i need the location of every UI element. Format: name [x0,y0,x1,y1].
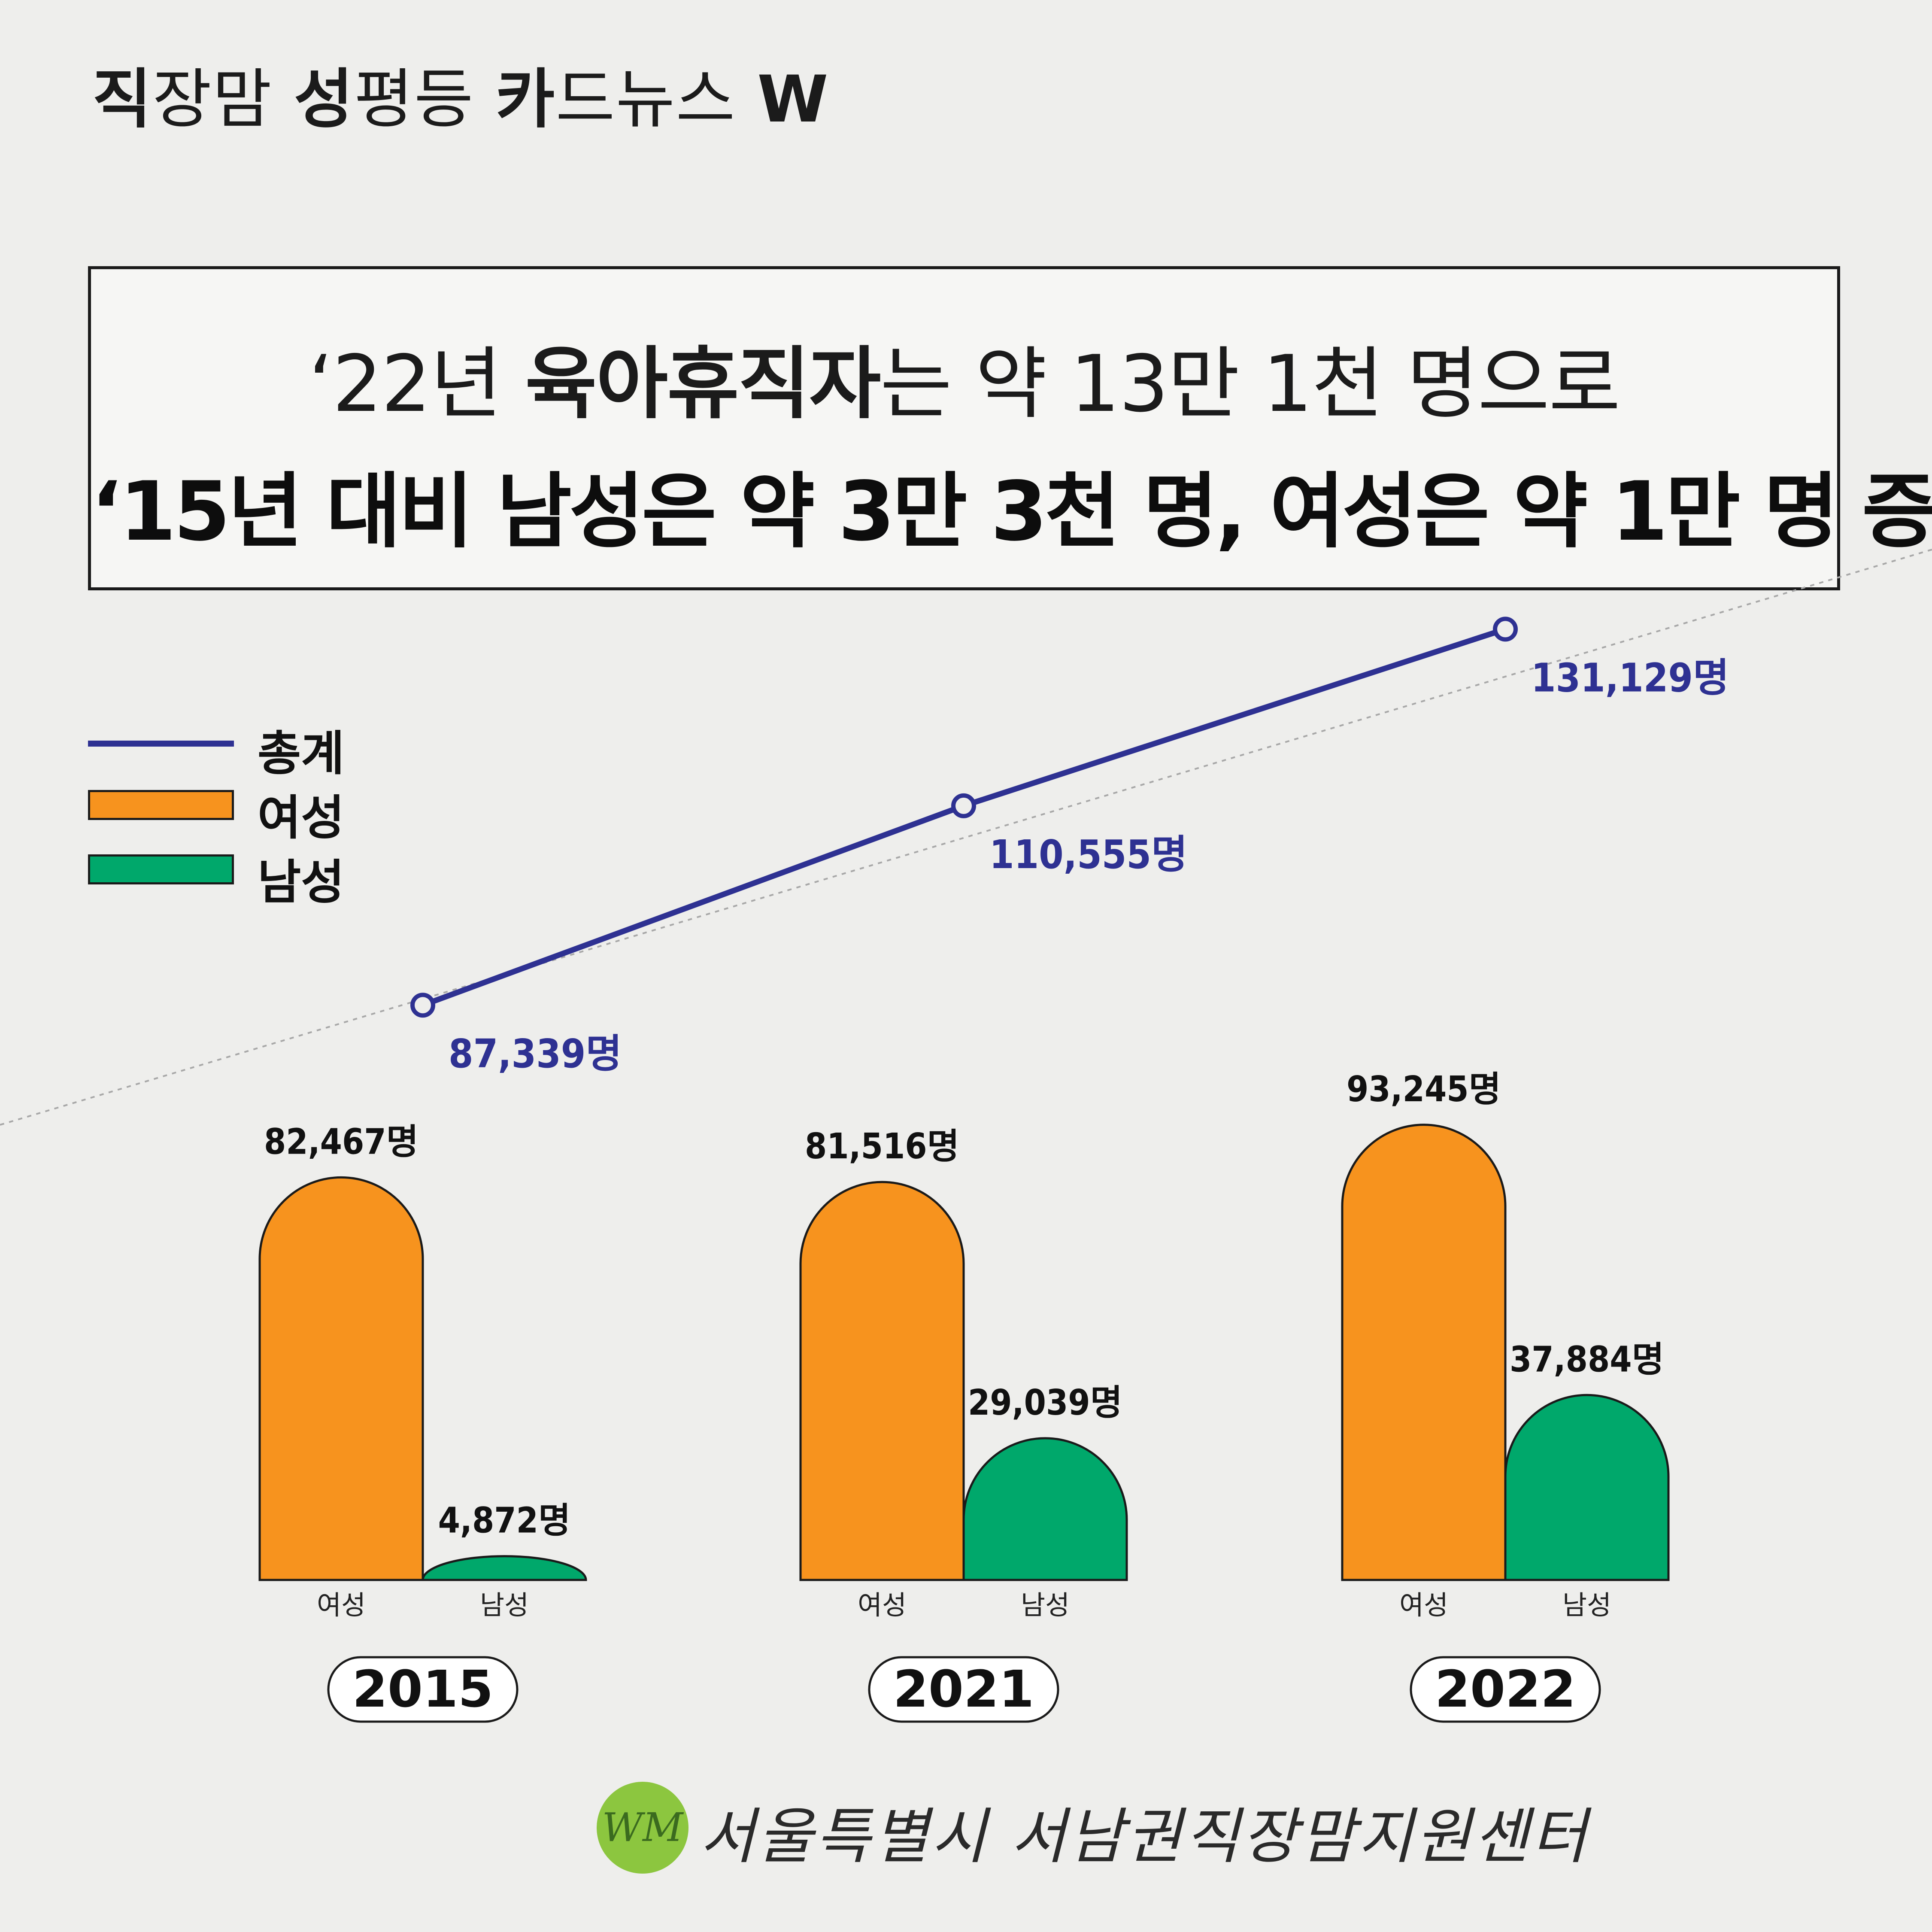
bar-male-2021 [962,1437,1128,1581]
headline-line-1: ‘22년 육아휴직자는 약 13만 1천 명으로 [91,321,1837,434]
legend-swatch-male [88,854,234,884]
org-name: 서울특별시 서남권직장맘지원센터 [700,1802,1589,1872]
year-pill-2022 [1410,1656,1601,1723]
bar-label-male-2022: 남성 [1562,1589,1611,1621]
series-title: 직장맘 성평등 카드뉴스 W [92,47,829,140]
total-point-2021 [951,793,976,818]
year-pill-2021 [868,1656,1059,1723]
logo-letters: WM [602,1804,685,1850]
year-pill-2015 [327,1656,519,1723]
bar-label-female-2015: 여성 [317,1589,366,1621]
headline-line-1-post: 는 약 13만 1천 명으로 [880,338,1621,429]
headline-line-1-strong: 육아휴직자 [525,338,881,429]
series-title-part: 성 [294,62,354,137]
total-point-2022 [1493,617,1518,642]
bar-female-2015 [258,1176,424,1581]
series-title-part: W [757,62,829,137]
total-point-2015 [410,993,435,1018]
value-label-female-2021: 81,516명 [805,1126,959,1167]
total-label-2021: 110,555명 [989,832,1188,878]
bar-label-male-2015: 남성 [480,1589,529,1621]
series-title-part: 카 [495,62,556,137]
decor-dotted-diagonal [0,549,1932,1126]
legend-line-total [88,741,234,747]
value-label-female-2022: 93,245명 [1347,1069,1501,1110]
bar-male-2015 [422,1555,587,1581]
year-label-2021: 2021 [893,1659,1034,1719]
bar-female-2021 [799,1181,965,1581]
year-label-2022: 2022 [1435,1659,1576,1719]
bar-female-2022 [1341,1124,1507,1581]
year-label-2015: 2015 [352,1659,493,1719]
series-title-part: 평등 [354,62,496,137]
org-logo-icon: WM [597,1782,688,1874]
series-title-part: 직 [92,62,153,137]
total-label-2015: 87,339명 [449,1031,622,1077]
series-title-part: 드뉴스 [555,62,758,137]
bar-male-2022 [1504,1394,1670,1581]
legend-swatch-female [88,790,234,820]
bar-label-male-2021: 남성 [1021,1589,1070,1621]
total-label-2022: 131,129명 [1531,655,1729,701]
headline-line-1-pre: ‘22년 [308,338,525,429]
legend-label-male: 남성 [258,855,345,910]
value-label-male-2015: 4,872명 [438,1501,571,1541]
value-label-female-2015: 82,467명 [264,1121,419,1162]
bar-label-female-2022: 여성 [1399,1589,1448,1621]
footer-org: WM 서울특별시 서남권직장맘지원센터 [597,1777,1587,1885]
series-title-part: 장맘 [152,62,294,137]
headline-box: ‘22년 육아휴직자는 약 13만 1천 명으로 ‘15년 대비 남성은 약 3… [88,266,1932,590]
value-label-male-2021: 29,039명 [968,1382,1122,1423]
headline-line-2: ‘15년 대비 남성은 약 3만 3천 명, 여성은 약 1만 명 증가 [91,464,1932,559]
value-label-male-2022: 37,884명 [1510,1339,1664,1380]
legend-label-total: 총계 [258,726,345,781]
bar-label-female-2021: 여성 [858,1589,907,1621]
legend-label-female: 여성 [258,790,345,845]
